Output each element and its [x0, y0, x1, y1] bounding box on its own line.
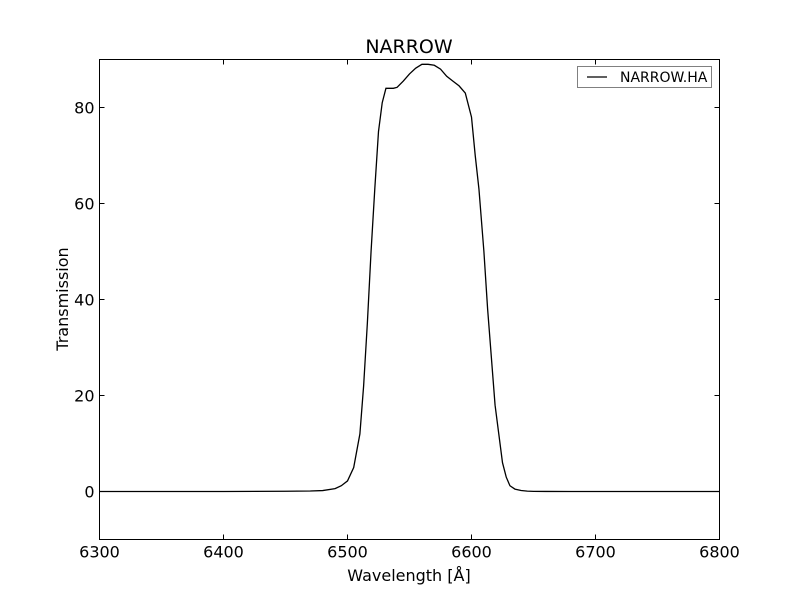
plot-frame [99, 59, 720, 540]
x-tick-label: 6500 [327, 543, 368, 562]
y-tick-label: 20 [74, 387, 94, 406]
legend-entry-narrow-ha: NARROW.HA [620, 70, 708, 86]
x-tick-label: 6800 [699, 543, 740, 562]
x-tick-label: 6600 [451, 543, 492, 562]
y-tick-label: 80 [74, 99, 94, 118]
axis-tick-labels: 6300 6400 6500 6600 6700 6800 0 20 40 60 80 [74, 99, 740, 562]
legend: NARROW.HA [577, 66, 712, 88]
x-axis-label: Wavelength [Å] [347, 566, 470, 585]
y-tick-label: 40 [74, 291, 94, 310]
chart-title: NARROW [365, 36, 453, 58]
x-tick-label: 6300 [79, 543, 120, 562]
legend-box [577, 66, 712, 88]
y-tick-label: 0 [84, 483, 94, 502]
x-tick-label: 6400 [203, 543, 244, 562]
y-axis-label: Transmission [53, 247, 72, 351]
series-line-narrow-ha [99, 63, 720, 493]
y-tick-label: 60 [74, 195, 94, 214]
x-tick-label: 6700 [575, 543, 616, 562]
